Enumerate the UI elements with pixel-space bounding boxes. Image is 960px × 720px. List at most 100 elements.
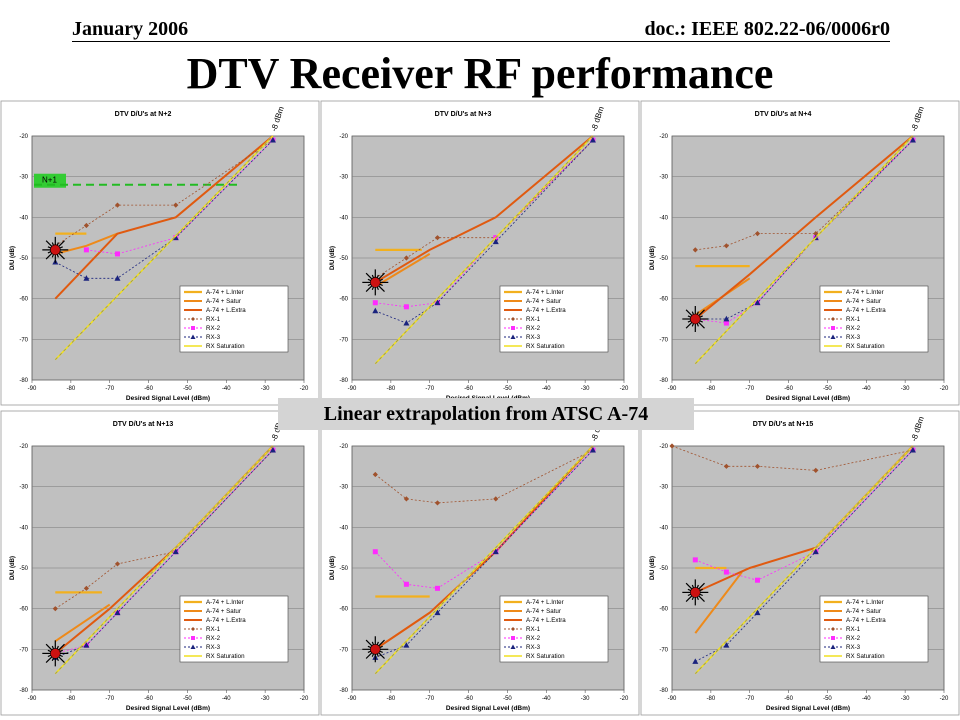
x-tick-label: -90 [668,696,677,702]
y-tick-label: -30 [339,175,348,181]
x-tick-label: -40 [222,696,231,702]
y-tick-label: -20 [19,444,28,450]
series-line-a-74-satur [374,253,431,288]
x-axis-label: Desired Signal Level (dBm) [766,395,850,402]
y-tick-label: -40 [339,215,348,221]
rx3-marker [754,299,761,306]
y-tick-label: -40 [659,215,668,221]
x-tick-label: -50 [183,696,192,702]
rx3-marker [114,609,121,616]
y-tick-label: -30 [19,485,28,491]
rx3-marker [83,275,90,281]
legend-label: A-74 + L.Extra [206,617,246,624]
rx2-marker [434,585,440,591]
legend-marker [830,644,836,649]
chart-panel-n14: -20 -30 -40 -50 -60 -70 -80 -90 -80 -70 -60 -50 -40-… [320,410,640,716]
series-line-rx-1 [55,139,274,247]
y-tick-label: -30 [659,175,668,181]
rx1-marker [114,202,121,208]
rx3-marker [269,136,276,143]
x-tick-label: -20 [300,696,309,702]
x-tick-label: -20 [620,386,629,392]
x-axis-label: Desired Signal Level (dBm) [446,705,530,712]
x-tick-label: -50 [183,386,192,392]
legend-label: A-74 + Satur [846,608,881,615]
y-tick-label: -50 [19,256,28,262]
rx3-marker [589,136,596,143]
legend-label: A-74 + Satur [846,298,881,305]
rx2-marker [723,320,729,326]
saturation-dash-overlay [375,135,594,364]
rx3-marker [403,319,410,326]
chart-title: DTV D/U's at N+3 [435,111,492,118]
x-tick-label: -30 [901,696,910,702]
series-line-a-74-l-extra [374,135,594,284]
x-tick-label: -30 [581,696,590,702]
series-line-rx-3 [375,449,594,658]
legend-label: RX Saturation [206,653,245,660]
y-tick-label: -40 [659,525,668,531]
legend-label: RX-1 [526,316,541,323]
legend-marker [510,334,516,339]
chart-title: DTV D/U's at N+2 [115,111,172,118]
chart-svg: -20-30-40-50-60-70-80-90 -80 -70 -60 -50 -40-… [320,100,640,406]
chart-panel-n4: -20 -30 -40 -50 -60 -70 -80 -90 -80 -70 -60 -50 -40-… [640,100,960,406]
rx3-marker [403,642,410,648]
legend-label: A-74 + L.Extra [846,307,886,314]
series-line-a-74-satur [54,603,111,643]
legend-label: A-74 + L.Inter [206,289,244,296]
rx1-marker [403,255,409,261]
x-tick-label: -80 [387,696,396,702]
legend-label: A-74 + Satur [206,608,241,615]
y-tick-label: -80 [339,378,348,384]
x-tick-label: -90 [28,696,37,702]
header-date: January 2006 [72,18,189,40]
saturation-dash-overlay [55,445,274,674]
series-line-a-74-l-extra [694,135,914,320]
x-tick-label: -40 [862,386,871,392]
slide-title: DTV Receiver RF performance [186,49,774,98]
legend-marker [511,636,515,640]
rx1-marker [813,231,819,237]
x-tick-label: -50 [503,386,512,392]
series-line-rx-2 [375,139,594,308]
chart-title: DTV D/U's at N+13 [113,421,174,428]
rx3-marker [492,238,499,245]
x-axis-label: Desired Signal Level (dBm) [126,705,210,712]
x-tick-label: -40 [862,696,871,702]
legend-marker [831,317,835,321]
y-tick-label: -70 [659,337,668,343]
x-tick-label: -60 [784,386,793,392]
x-tick-label: -50 [823,696,832,702]
legend-label: A-74 + L.Extra [206,307,246,314]
starburst-marker [362,636,389,663]
y-tick-label: -80 [19,688,28,694]
legend-marker [511,627,515,631]
rx3-marker [434,609,441,616]
chart-svg: -20-30-40-50-60-70-80-90 -80 -70 -60 -50 -40-… [640,100,960,406]
starburst-marker [42,236,69,263]
legend-label: RX-2 [846,325,861,332]
starburst-marker [682,305,709,333]
x-tick-label: -20 [300,386,309,392]
legend-marker [830,334,836,339]
legend-label: A-74 + L.Extra [846,617,886,624]
slide-header: January 2006 doc.: IEEE 802.22-06/0006r0 [72,0,890,40]
x-tick-label: -20 [940,696,949,702]
x-tick-label: -80 [67,696,76,702]
legend-label: RX-2 [526,325,541,332]
rx3-marker [492,548,499,555]
y-tick-label: -80 [339,688,348,694]
starburst-marker [42,640,69,667]
rx3-marker [172,548,179,555]
legend-label: RX-3 [846,644,861,651]
y-tick-label: -70 [19,647,28,653]
y-tick-label: -20 [659,134,668,140]
rx3-marker [434,299,441,306]
x-tick-label: -70 [745,386,754,392]
rx3-marker [172,234,179,241]
y-axis-label: D/U (dB) [330,556,336,580]
y-axis-label: D/U (dB) [330,246,336,270]
extrapolation-banner: Linear extrapolation from ATSC A-74 [278,398,694,430]
y-axis-label: D/U (dB) [10,246,16,270]
